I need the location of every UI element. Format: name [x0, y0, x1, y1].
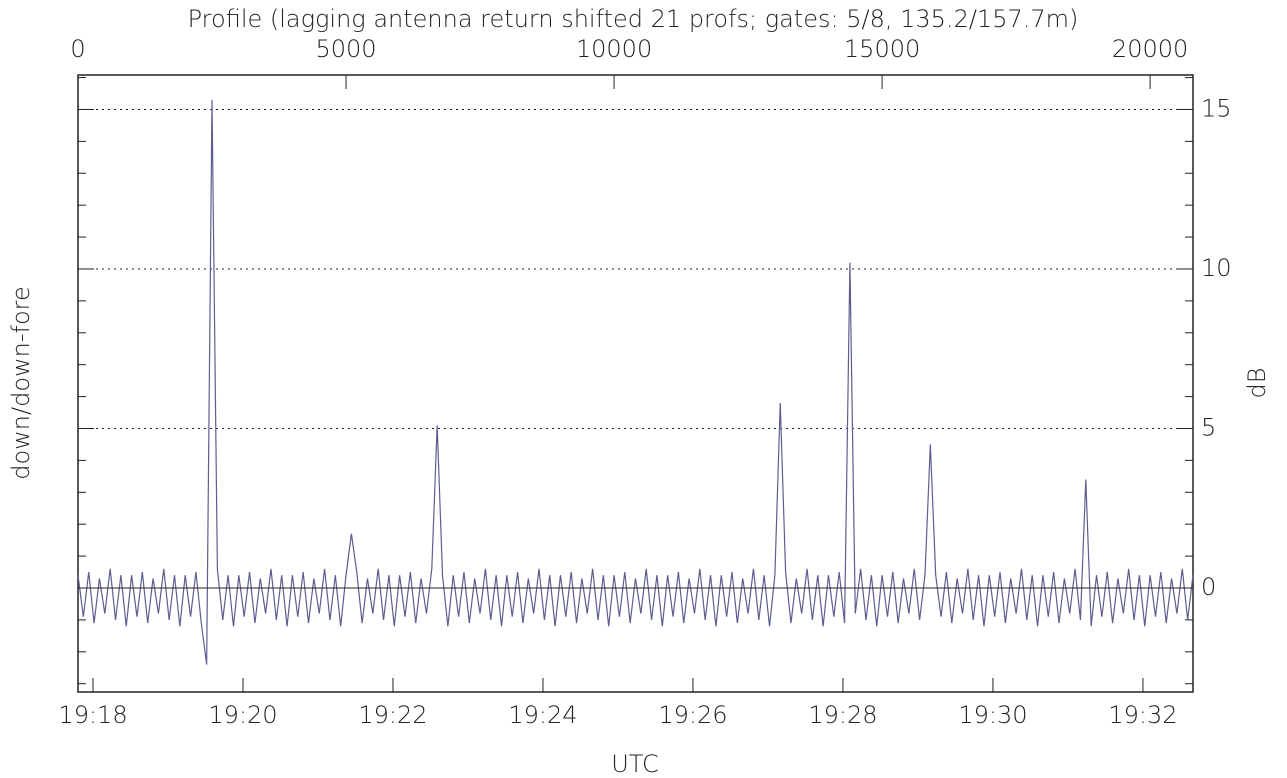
- y-axis-label-right: dB: [1243, 368, 1271, 399]
- data-line: [77, 99, 1194, 665]
- x-tick-label: 19:18: [58, 701, 127, 729]
- y-tick-label: 15: [1201, 94, 1232, 122]
- x-tick-label: 19:22: [358, 701, 427, 729]
- y-axis-label: down/down-fore: [7, 286, 35, 480]
- x-tick-label: 19:30: [958, 701, 1027, 729]
- x-tick-label-top: 10000: [576, 35, 652, 63]
- x-tick-label-top: 0: [70, 35, 85, 63]
- chart-title: Profile (lagging antenna return shifted …: [188, 5, 1079, 33]
- y-tick-label: 10: [1201, 254, 1232, 282]
- x-tick-label: 19:28: [808, 701, 877, 729]
- y-tick-label: 5: [1201, 413, 1216, 441]
- x-tick-label-top: 20000: [1112, 35, 1188, 63]
- x-tick-label: 19:32: [1108, 701, 1177, 729]
- x-tick-label-top: 5000: [315, 35, 376, 63]
- x-tick-label: 19:26: [658, 701, 727, 729]
- x-axis-label: UTC: [611, 750, 659, 778]
- plot-frame: [77, 74, 1194, 693]
- y-tick-label: 0: [1201, 573, 1216, 601]
- x-tick-label: 19:20: [208, 701, 277, 729]
- x-tick-label-top: 15000: [844, 35, 920, 63]
- x-tick-label: 19:24: [508, 701, 577, 729]
